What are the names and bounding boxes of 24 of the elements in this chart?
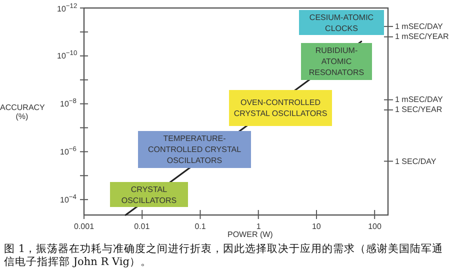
picture-region-box: OVEN-CONTROLLED CRYSTAL OSCILLATORS [229, 90, 332, 126]
x-axis-title: POWER (W) [228, 230, 273, 239]
caption: 图 1，振荡器在功耗与准确度之间进行折衷，因此选择取决于应用的需求（感谢美国陆军通信电子指挥部 John R Vig）。 [4, 243, 444, 269]
x-tick-label: 0.1 [194, 222, 206, 231]
ref-line-label: 1 SEC/YEAR [395, 105, 442, 114]
y-axis-title: ACCURACY (%) [0, 102, 45, 120]
x-tick-label: 10 [312, 222, 321, 231]
picture-region-box: TEMPERATURE-CONTROLLED CRYSTAL OSCILLATORS [138, 131, 251, 168]
y-tick-label: 10$^{−10}$ [57, 50, 78, 62]
y-tick-label: 10$^{−6}$ [60, 146, 76, 157]
ref-line-label: 1 mSEC/DAY [395, 22, 443, 31]
x-tick-label: 100 [368, 222, 382, 231]
y-tick-label: 10$^{−12}$ [57, 2, 78, 14]
picture-region-box: CESIUM-ATOMIC CLOCKS [299, 10, 384, 35]
picture-region-box: RUBIDIUM-ATOMIC RESONATORS [301, 43, 372, 80]
ref-line-label: 1 SEC/DAY [395, 156, 436, 166]
x-tick-label: 1 [256, 222, 261, 231]
ref-line-label: 1 mSEC/YEAR [395, 32, 449, 42]
x-tick-label: 0.001 [74, 222, 94, 231]
x-tick-label: 0.01 [134, 222, 150, 231]
picture-region-box: CRYSTAL OSCILLATORS [110, 182, 188, 207]
ref-line-label: 1 mSEC/DAY [395, 95, 443, 104]
y-tick-label: 10$^{−8}$ [60, 98, 76, 109]
y-tick-label: 10$^{−4}$ [60, 194, 76, 205]
